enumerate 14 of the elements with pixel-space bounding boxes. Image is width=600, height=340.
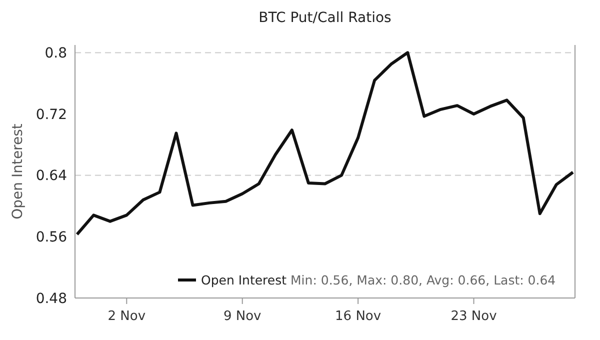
y-tick-label: 0.64 [36, 168, 68, 184]
y-tick-label: 0.8 [44, 46, 67, 62]
y-tick-label: 0.72 [36, 106, 67, 123]
x-tick-label: 2 Nov [108, 309, 146, 324]
line-series [76, 51, 574, 236]
x-tick-label: 23 Nov [450, 309, 498, 324]
x-tick-label: 16 Nov [335, 309, 382, 324]
x-tick-label: 9 Nov [223, 309, 262, 324]
y-axis-title: Open Interest [10, 123, 26, 220]
y-tick-label: 0.48 [36, 290, 67, 307]
chart-title: BTC Put/Call Ratios [258, 10, 392, 26]
y-tick-label: 0.56 [36, 230, 68, 246]
legend-label: Open Interest [201, 272, 287, 288]
annotation: Min: 0.56, Max: 0.80, Avg: 0.66, Last: 0.64 [286, 272, 556, 288]
